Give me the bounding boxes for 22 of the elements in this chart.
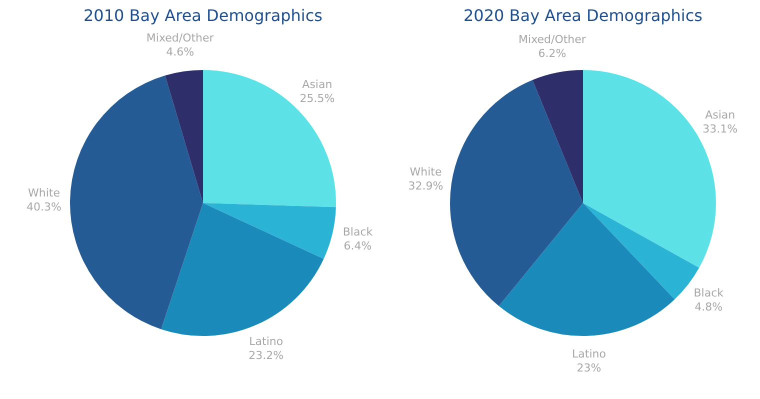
data-label: 40.3%	[26, 200, 62, 214]
slice-label: Asian	[705, 108, 736, 122]
slice-label: White	[28, 186, 60, 200]
slice-label: Black	[694, 286, 724, 300]
slice-label: Latino	[572, 348, 606, 361]
slice-label: White	[410, 165, 442, 178]
data-label: 6.2%	[538, 46, 566, 60]
data-label: 4.6%	[166, 46, 194, 59]
slice-label: Black	[342, 225, 374, 238]
data-label: 25.5%	[300, 92, 335, 106]
data-label: 33.1%	[702, 122, 738, 136]
slice-label: Mixed/Other	[518, 32, 586, 46]
slice-label: Asian	[302, 78, 332, 92]
chart-title: 2010 Bay Area Demographics	[84, 6, 322, 26]
data-label: 4.8%	[694, 300, 723, 314]
slice-label: Latino	[249, 334, 284, 348]
slice-label: Mixed/Other	[146, 32, 214, 45]
data-label: 6.4%	[344, 239, 372, 252]
data-label: 23.2%	[248, 348, 284, 362]
chart-title: 2020 Bay Area Demographics	[464, 6, 702, 26]
data-label: 23%	[576, 362, 602, 375]
data-label: 32.9%	[408, 179, 444, 192]
